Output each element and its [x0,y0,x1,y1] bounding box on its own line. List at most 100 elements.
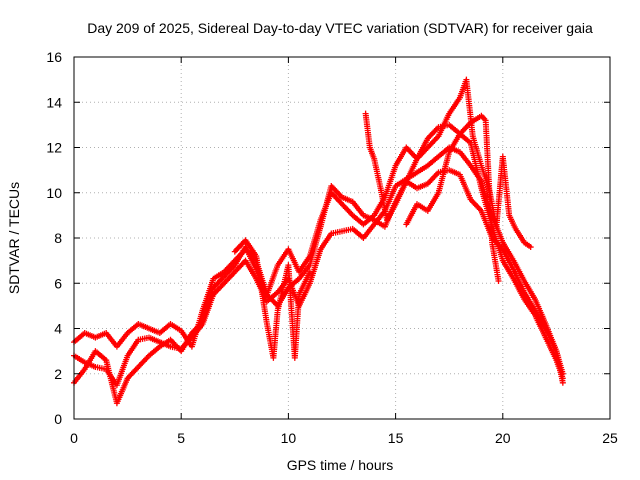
data-point-run [221,263,237,280]
data-point-run [384,202,398,223]
data-point-run [362,110,373,149]
data-point-run [403,157,420,185]
data-point-run [113,331,130,350]
data-point-run [81,330,97,340]
data-point [495,277,502,284]
data-point-run [253,253,270,325]
y-tick-label: 0 [54,411,62,427]
data-point-run [467,140,484,190]
y-tick-label: 2 [54,366,62,382]
data-point-run [414,181,429,192]
data-point-run [317,232,334,253]
data-point-run [306,225,323,269]
data-point-run [456,121,473,137]
data-point-run [521,289,537,312]
data-point-run [521,239,533,249]
x-tick-label: 25 [602,430,618,446]
data-point-run [510,257,527,283]
data-point-run [532,296,548,326]
y-tick-label: 4 [54,321,62,337]
data-point [559,375,566,382]
data-point-run [210,270,226,282]
data-point-run [113,377,130,407]
data-point-run [242,244,259,271]
x-axis-label: GPS time / hours [287,457,394,473]
data-point-run [113,354,130,389]
data-point-run [306,248,323,287]
data-point-run [339,201,355,217]
data-point-run [456,149,473,167]
data-point-run [553,357,566,380]
chart-title: Day 209 of 2025, Sidereal Day-to-day VTE… [87,20,593,36]
data-point-run [360,213,376,228]
y-tick-label: 10 [46,185,62,201]
series-track-f [403,112,502,284]
data-point-run [521,296,537,317]
data-point-run [499,246,516,271]
data-point-run [469,133,484,167]
data-point-run [446,96,462,117]
y-tick-label: 12 [46,140,62,156]
data-point-run [403,202,420,228]
data-point-run [414,145,430,162]
y-axis-label: SDTVAR / TECUs [6,182,22,294]
data-point-run [124,365,140,382]
data-point-run [510,266,527,294]
x-tick-label: 20 [495,430,511,446]
x-tick-label: 15 [388,430,404,446]
data-point-run [124,338,141,359]
data-point-run [210,281,226,298]
data-point-run [435,112,452,140]
data-point-run [489,239,502,282]
data-point-run [521,278,537,301]
x-tick-label: 10 [281,430,297,446]
data-point-run [478,112,488,122]
data-point-run [103,357,120,405]
data-point-run [392,177,408,189]
data-point-run [392,180,409,208]
data-point-run [499,257,516,280]
data-point-run [264,264,280,298]
data-point-run [424,125,441,142]
data-point-run [264,290,280,305]
data-point-run [532,307,548,330]
data-point-run [349,212,365,227]
data-point-run [371,155,384,190]
data-point-run [414,201,429,213]
axis-ticks: 0 5 10 15 20 25 0 2 4 6 8 10 12 14 16 [46,49,618,446]
data-point-run [499,239,516,262]
y-tick-label: 14 [46,94,62,110]
data-point-run [328,183,344,199]
data-point-run [435,145,451,160]
data-point-run [167,321,183,333]
series-track-d [362,76,534,251]
data-point-run [482,117,495,244]
data-point-run [532,311,548,339]
data-point-run [135,354,151,370]
data-point-run [424,170,441,187]
data-point [306,268,313,275]
y-tick-label: 6 [54,275,62,291]
x-tick-label: 0 [70,430,78,446]
data-point-run [446,132,462,155]
data-point-run [146,325,161,336]
data-point-run [146,334,161,345]
series-track-e [231,237,313,361]
data-point-run [92,348,108,362]
data-point-run [339,194,354,204]
data-point-run [499,153,512,217]
data-point-run [360,223,376,241]
data-point-run [328,189,344,206]
data-point-run [291,293,302,361]
data-point-run [506,212,518,230]
data-point-run [296,270,312,298]
data-point-run [270,309,281,361]
data-point-run [424,134,441,151]
data-point-run [467,196,483,213]
data-point-run [231,245,248,269]
data-point-run [542,334,559,362]
data-point-run [221,270,237,287]
data-point-run [178,331,194,355]
data-point-run [135,321,151,331]
